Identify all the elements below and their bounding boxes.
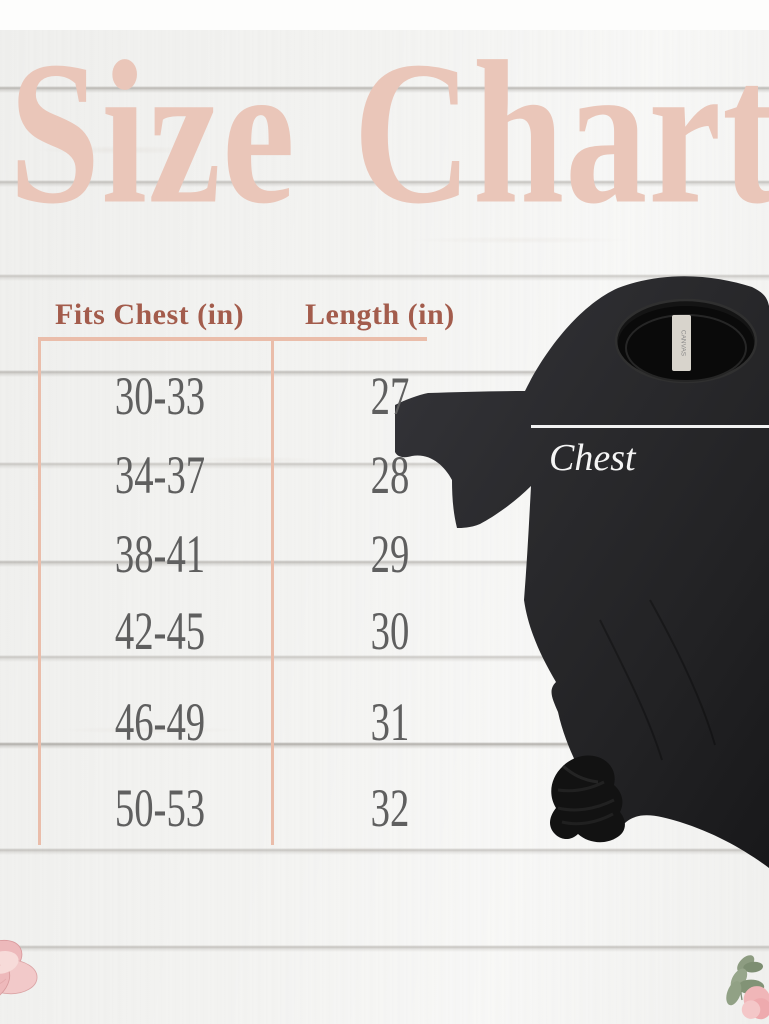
svg-text:CANVAS: CANVAS (680, 330, 687, 357)
